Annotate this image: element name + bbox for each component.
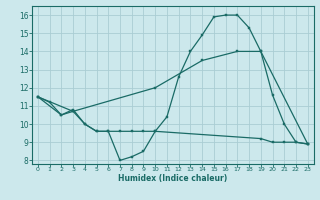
X-axis label: Humidex (Indice chaleur): Humidex (Indice chaleur) xyxy=(118,174,228,183)
